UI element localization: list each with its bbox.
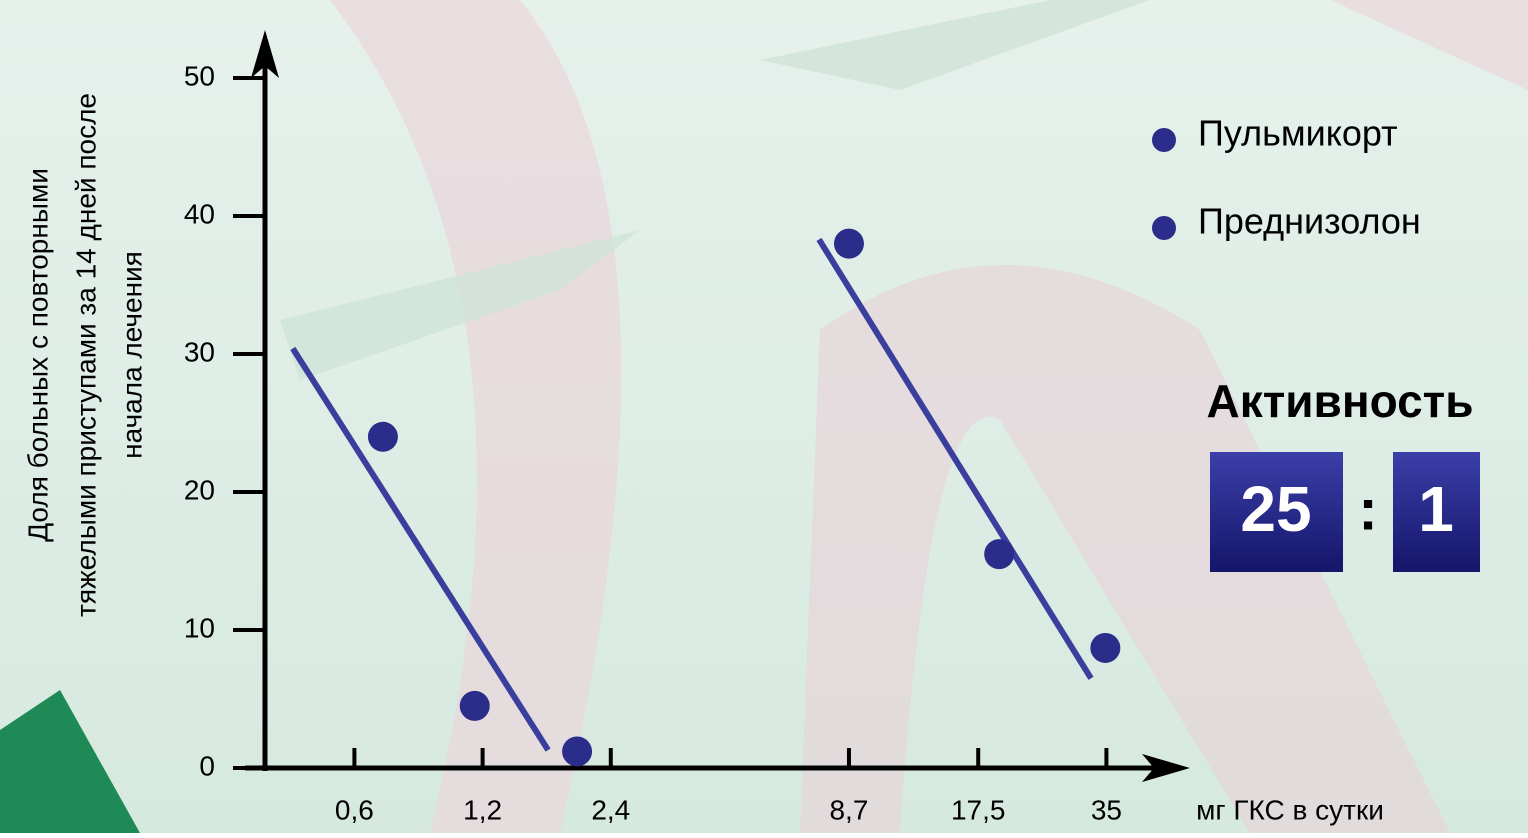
legend-marker: [1152, 128, 1176, 152]
y-tick-label: 50: [184, 60, 215, 91]
ratio-right: 1: [1418, 473, 1454, 545]
ratio-separator: :: [1358, 477, 1377, 542]
point: [460, 691, 490, 721]
y-axis-title-line: тяжелыми приступами за 14 дней после: [70, 93, 101, 617]
y-tick-label: 30: [184, 336, 215, 367]
point: [834, 229, 864, 259]
legend-label: Пульмикорт: [1198, 113, 1398, 154]
legend-label: Преднизолон: [1198, 201, 1421, 242]
x-axis-title: мг ГКС в сутки: [1196, 794, 1384, 825]
x-tick-label: 0,6: [335, 794, 374, 825]
x-tick-label: 2,4: [591, 794, 630, 825]
y-tick-label: 0: [199, 750, 215, 781]
x-tick-label: 1,2: [463, 794, 502, 825]
y-tick-label: 20: [184, 474, 215, 505]
x-tick-label: 8,7: [829, 794, 868, 825]
annotation-title: Активность: [1207, 375, 1474, 427]
y-axis-title-line: начала лечения: [116, 251, 147, 459]
x-tick-label: 17,5: [951, 794, 1006, 825]
point: [368, 422, 398, 452]
point: [562, 736, 592, 766]
y-tick-label: 10: [184, 612, 215, 643]
page: 0 10 20 30 40 50 0,6 1,2 2,4 8,7 17,5 35 Пульмикорт П…: [0, 0, 1528, 833]
point: [984, 539, 1014, 569]
y-tick-label: 40: [184, 198, 215, 229]
x-tick-label: 35: [1091, 794, 1122, 825]
y-axis-title-line: Доля больных с повторными: [22, 168, 53, 542]
point: [1090, 633, 1120, 663]
legend-marker: [1152, 216, 1176, 240]
ratio-left: 25: [1240, 473, 1311, 545]
chart: 0 10 20 30 40 50 0,6 1,2 2,4 8,7 17,5 35 Пульмикорт П…: [0, 0, 1528, 833]
